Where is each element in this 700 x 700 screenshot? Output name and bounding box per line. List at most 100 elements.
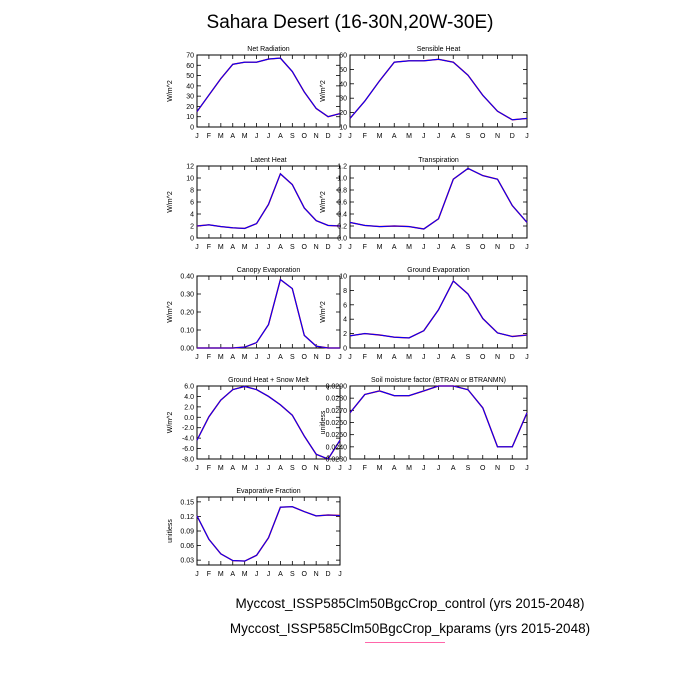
y-tick-label: 0.0250 <box>326 432 348 439</box>
y-tick-label: 0.0290 <box>326 384 348 391</box>
panel-title: Canopy Evaporation <box>237 267 301 274</box>
x-tick-label: S <box>290 354 295 361</box>
y-tick-label: 2 <box>343 331 347 338</box>
x-tick-label: J <box>267 244 271 251</box>
panel-title: Latent Heat <box>250 157 286 164</box>
x-tick-label: F <box>363 465 367 472</box>
y-tick-label: 0.6 <box>337 200 347 207</box>
series-line-control <box>196 172 341 230</box>
x-tick-label: D <box>326 465 331 472</box>
y-axis-label: W/m^2 <box>167 301 174 323</box>
y-tick-label: 0.03 <box>180 558 194 565</box>
x-tick-label: J <box>525 244 529 251</box>
x-tick-label: D <box>326 571 331 578</box>
plot-frame <box>196 165 341 239</box>
y-tick-label: 0.0270 <box>326 408 348 415</box>
y-tick-label: 2.0 <box>184 404 194 411</box>
x-tick-label: J <box>195 465 199 472</box>
x-tick-label: N <box>314 571 319 578</box>
y-tick-label: 10 <box>186 176 194 183</box>
x-tick-label: O <box>302 571 308 578</box>
x-tick-label: M <box>218 244 224 251</box>
x-tick-label: M <box>218 133 224 140</box>
x-tick-label: J <box>422 354 426 361</box>
y-tick-label: 0.8 <box>337 188 347 195</box>
chart-panel-4: Transpiration W/m^2 0.0 0.2 0.4 0.6 0.8 1.0 1.2 J… <box>320 157 529 251</box>
x-tick-label: S <box>290 244 295 251</box>
x-tick-label: M <box>406 354 412 361</box>
x-tick-label: F <box>207 465 211 472</box>
x-tick-label: F <box>207 133 211 140</box>
x-tick-label: S <box>290 465 295 472</box>
plot-frame <box>349 54 528 128</box>
y-tick-label: 8 <box>190 188 194 195</box>
x-tick-label: J <box>255 465 259 472</box>
x-tick-label: M <box>242 244 248 251</box>
y-tick-label: 8 <box>343 288 347 295</box>
y-axis-label: unitless <box>167 519 174 543</box>
x-tick-label: O <box>302 354 308 361</box>
x-tick-label: D <box>510 354 515 361</box>
x-tick-label: J <box>422 133 426 140</box>
series-line-control <box>196 57 341 118</box>
y-tick-label: 70 <box>186 53 194 60</box>
x-tick-label: A <box>230 133 235 140</box>
series-line-kparams <box>349 280 528 339</box>
plot-frame <box>196 275 341 349</box>
x-tick-label: J <box>195 133 199 140</box>
x-tick-label: F <box>207 244 211 251</box>
x-tick-label: M <box>242 571 248 578</box>
y-tick-label: 50 <box>339 67 347 74</box>
series-line-control <box>349 385 528 448</box>
y-tick-label: 0.15 <box>180 499 194 506</box>
y-tick-label: -6.0 <box>182 446 194 453</box>
series-line-control <box>349 167 528 230</box>
x-tick-label: M <box>242 465 248 472</box>
y-tick-label: 2 <box>190 224 194 231</box>
x-tick-label: J <box>338 465 342 472</box>
x-tick-label: J <box>348 244 352 251</box>
plot-frame <box>196 496 341 566</box>
x-tick-label: J <box>267 571 271 578</box>
x-tick-label: A <box>451 465 456 472</box>
y-tick-label: 1.0 <box>337 176 347 183</box>
x-tick-label: S <box>466 133 471 140</box>
series-line-kparams <box>349 385 528 448</box>
x-tick-label: A <box>451 244 456 251</box>
y-tick-label: 12 <box>186 164 194 171</box>
x-tick-label: J <box>348 133 352 140</box>
series-line-kparams <box>349 167 528 230</box>
y-tick-label: 30 <box>339 96 347 103</box>
y-tick-label: 0.40 <box>180 274 194 281</box>
y-tick-label: 40 <box>339 81 347 88</box>
chart-panel-9: Evaporative Fraction unitless 0.03 0.06 0.09… <box>167 488 342 578</box>
x-tick-label: N <box>495 244 500 251</box>
y-tick-label: 0.0240 <box>326 444 348 451</box>
y-tick-label: -4.0 <box>182 436 194 443</box>
y-tick-label: 4 <box>343 317 347 324</box>
x-tick-label: D <box>326 133 331 140</box>
x-tick-label: A <box>230 571 235 578</box>
y-tick-label: 10 <box>186 114 194 121</box>
x-tick-label: J <box>195 244 199 251</box>
x-tick-label: J <box>437 244 441 251</box>
plot-frame <box>196 54 341 128</box>
x-tick-label: F <box>207 354 211 361</box>
y-tick-label: 60 <box>186 63 194 70</box>
x-tick-label: J <box>195 571 199 578</box>
x-tick-label: M <box>406 465 412 472</box>
y-tick-label: 0.12 <box>180 514 194 521</box>
x-tick-label: M <box>218 571 224 578</box>
y-tick-label: 0.0260 <box>326 420 348 427</box>
y-tick-label: 10 <box>339 274 347 281</box>
y-tick-label: 0 <box>190 236 194 243</box>
x-tick-label: O <box>480 244 486 251</box>
panel-title: Transpiration <box>418 157 459 164</box>
x-tick-label: J <box>348 354 352 361</box>
x-tick-label: J <box>525 354 529 361</box>
x-tick-label: O <box>302 465 308 472</box>
y-tick-label: 20 <box>339 110 347 117</box>
y-tick-label: 4 <box>190 212 194 219</box>
series-line-kparams <box>196 385 341 460</box>
